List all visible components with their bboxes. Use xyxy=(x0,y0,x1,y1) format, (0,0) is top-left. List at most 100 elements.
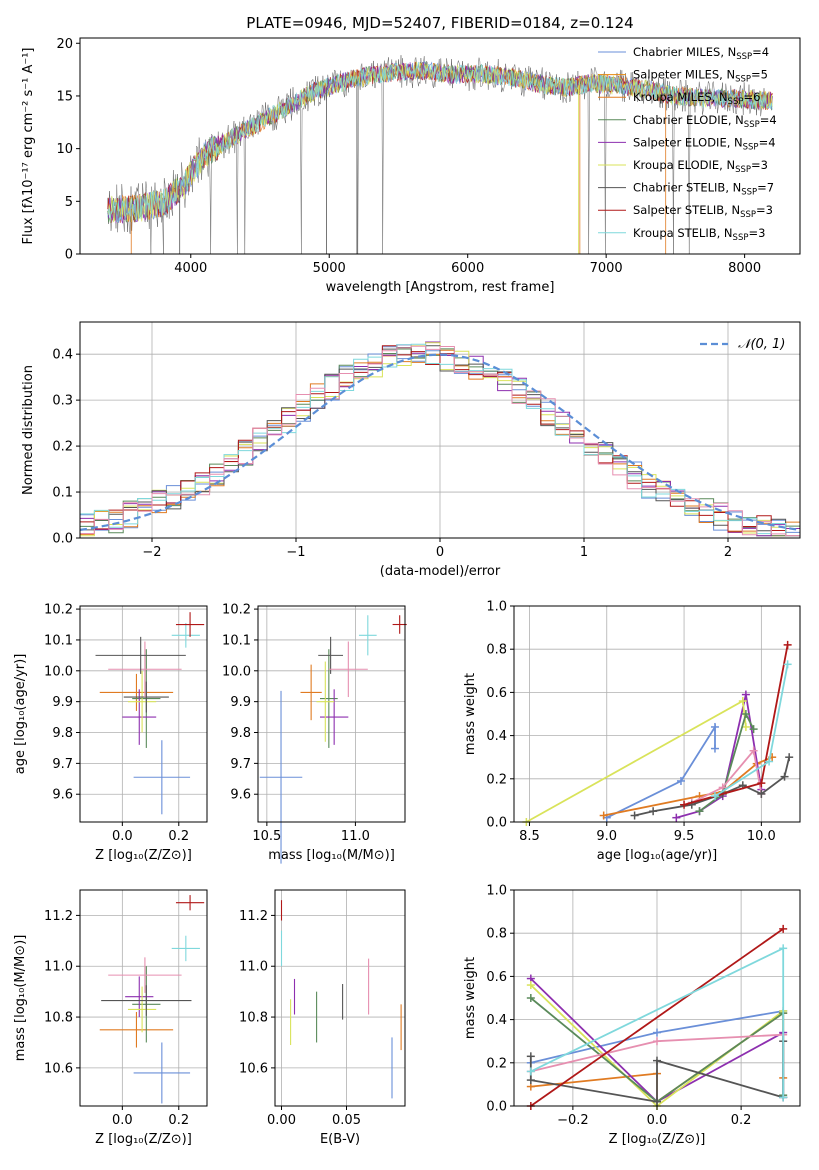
spectrum-line xyxy=(107,62,773,224)
weight-vs-Z-ytick-label: 0.4 xyxy=(486,1013,507,1028)
weight-vs-Z-xtick-label: 0.0 xyxy=(647,1113,668,1128)
residuals-xlabel: (data-model)/error xyxy=(380,564,501,579)
weight-vs-age-series-line xyxy=(634,756,791,817)
residuals-xtick-label: −1 xyxy=(286,545,305,560)
mass-vs-ebv-border xyxy=(274,889,406,1107)
spectrum-legend-label: Kroupa STELIB, NSSP=3 xyxy=(633,226,765,243)
weight-vs-age-series-line xyxy=(691,748,763,804)
weight-vs-age-point-marker xyxy=(676,776,685,785)
age-vs-Z-errorbar xyxy=(122,689,157,745)
residuals-xtick-label: 0 xyxy=(436,545,444,560)
spectrum-legend-label: Kroupa MILES, NSSP=6 xyxy=(633,90,760,107)
age-vs-Z-border xyxy=(79,605,208,823)
residuals-xtick-label: −2 xyxy=(142,545,161,560)
spectrum-legend-label: Chabrier STELIB, NSSP=7 xyxy=(633,181,774,198)
age-vs-mass-ytick-label: 9.9 xyxy=(230,695,251,710)
spectrum-ytick-label: 20 xyxy=(56,37,73,52)
residuals-legend-label: 𝒩(0, 1) xyxy=(738,337,785,352)
weight-vs-age-ytick-label: 0.2 xyxy=(486,772,507,787)
weight-vs-Z-point-marker xyxy=(526,1076,535,1085)
spectrum-legend-label: Kroupa ELODIE, NSSP=3 xyxy=(633,158,768,175)
mass-vs-Z-ytick-label: 10.8 xyxy=(44,1011,73,1026)
spectrum-xlabel: wavelength [Angstrom, rest frame] xyxy=(326,280,555,295)
age-vs-mass-errorbar xyxy=(319,689,349,745)
weight-vs-Z-ytick-label: 1.0 xyxy=(486,884,507,899)
age-vs-mass-errorbar xyxy=(319,649,338,748)
weight-vs-age-ytick-label: 0.4 xyxy=(486,729,507,744)
mass-vs-Z-axes xyxy=(80,890,207,1106)
age-vs-Z-ytick-label: 9.8 xyxy=(52,726,73,741)
spectrum-xtick-label: 7000 xyxy=(590,261,623,276)
mass-vs-Z-xtick-label: 0.2 xyxy=(168,1113,189,1128)
age-vs-mass-border xyxy=(257,605,406,823)
weight-vs-age-xlabel: age [log₁₀(age/yr)] xyxy=(597,848,718,863)
age-vs-mass-frame: 10.5 11.0 9.6 9.7 9.8 9.9 10.0 10.1 10.2 mass [lo… xyxy=(222,603,406,863)
weight-vs-Z-point-marker xyxy=(653,1028,661,1037)
age-vs-Z-points xyxy=(95,612,205,815)
weight-vs-Z-ytick-label: 0.8 xyxy=(486,927,507,942)
mass-vs-Z-xlabel: Z [log₁₀(Z/Z⊙)] xyxy=(95,1132,192,1147)
residuals-xtick-label: 2 xyxy=(724,545,732,560)
age-vs-Z-errorbar xyxy=(99,673,174,711)
weight-vs-Z-ytick-label: 0.6 xyxy=(486,970,507,985)
mass-vs-ebv-xtick-label: 0.00 xyxy=(267,1113,296,1128)
age-vs-Z-xtick-label: 0.0 xyxy=(112,829,133,844)
age-vs-Z-ytick-label: 9.7 xyxy=(52,757,73,772)
spectrum-legend-label: Salpeter ELODIE, NSSP=4 xyxy=(633,135,776,152)
age-vs-mass-ytick-label: 10.2 xyxy=(222,603,251,618)
weight-vs-age-point-marker xyxy=(741,710,750,718)
age-vs-mass-errorbar xyxy=(392,615,407,634)
weight-vs-age-series-line xyxy=(606,723,716,819)
mass-vs-Z-errorbar xyxy=(99,1011,174,1048)
weight-vs-age-xtick-label: 10.0 xyxy=(747,829,776,844)
weight-vs-age-point-marker xyxy=(710,722,719,731)
age-vs-mass-errorbar xyxy=(259,690,303,864)
weight-vs-Z-point-marker xyxy=(526,981,535,990)
mass-vs-Z-border xyxy=(79,889,208,1107)
mass-vs-Z-ytick-label: 10.6 xyxy=(44,1061,73,1076)
weight-vs-age-point-marker xyxy=(765,757,774,766)
age-vs-mass-xtick-label: 11.0 xyxy=(341,829,370,844)
spectrum-title: PLATE=0946, MJD=52407, FIBERID=0184, z=0… xyxy=(246,14,633,32)
age-vs-Z-errorbar xyxy=(171,622,200,648)
weight-vs-age-point-marker xyxy=(630,811,639,820)
weight-vs-Z-point-marker xyxy=(779,944,788,953)
weight-vs-age-ytick-label: 0.0 xyxy=(486,816,507,831)
mass-vs-Z-errorbar xyxy=(171,935,200,962)
age-vs-mass-ytick-label: 10.0 xyxy=(222,664,251,679)
weight-vs-age-point-marker xyxy=(710,792,719,801)
mass-vs-ebv-xtick-label: 0.05 xyxy=(332,1113,361,1128)
residuals-frame: −2 −1 0 1 2 0.0 0.1 0.2 0.3 0.4 (data-model)/error… xyxy=(21,321,801,579)
spectrum-xtick-label: 4000 xyxy=(174,261,207,276)
spectrum-ytick-label: 15 xyxy=(56,89,73,104)
age-vs-Z-ytick-label: 9.6 xyxy=(52,788,73,803)
residuals-ytick-label: 0.2 xyxy=(52,440,73,455)
mass-vs-Z-errorbar xyxy=(133,1042,191,1104)
weight-vs-age-point-marker xyxy=(710,744,719,753)
weight-vs-age-ytick-label: 0.6 xyxy=(486,686,507,701)
mass-vs-Z-frame: 0.0 0.2 10.6 10.8 11.0 11.2 Z [log₁₀(Z/Z⊙)] mas… xyxy=(13,889,208,1147)
residuals-ytick-label: 0.1 xyxy=(52,486,73,501)
age-vs-mass-ytick-label: 9.8 xyxy=(230,726,251,741)
weight-vs-Z-point-marker xyxy=(653,1097,661,1106)
weight-vs-Z-point-marker xyxy=(526,1067,535,1076)
spectrum-legend-label: Chabrier ELODIE, NSSP=4 xyxy=(633,113,777,130)
weight-vs-Z-frame: −0.2 0.0 0.2 0.0 0.2 0.4 0.6 0.8 1.0 Z [log₁₀(Z/Z… xyxy=(463,884,801,1147)
weight-vs-Z-xtick-label: 0.2 xyxy=(731,1113,752,1128)
spectrum-ytick-label: 5 xyxy=(65,195,73,210)
weight-vs-age-ytick-label: 1.0 xyxy=(486,600,507,615)
mass-vs-Z-errorbar xyxy=(127,986,157,1033)
weight-vs-age-point-marker xyxy=(741,690,750,699)
weight-vs-age-point-marker xyxy=(741,722,750,731)
weight-vs-age-point-marker xyxy=(749,725,758,734)
age-vs-mass-xtick-label: 10.5 xyxy=(252,829,281,844)
residuals-histogram-step xyxy=(80,345,800,537)
spectrum-legend: Chabrier MILES, NSSP=4 Salpeter MILES, NS… xyxy=(598,45,777,243)
age-vs-mass-points xyxy=(259,615,407,864)
weight-vs-age-xtick-label: 9.0 xyxy=(596,829,617,844)
weight-vs-age-point-marker xyxy=(749,746,758,755)
mass-vs-ebv-ytick-label: 10.6 xyxy=(239,1061,268,1076)
residuals-xtick-label: 1 xyxy=(580,545,588,560)
mass-vs-Z-xtick-label: 0.0 xyxy=(112,1113,133,1128)
mass-vs-Z-errorbar xyxy=(125,976,154,1018)
